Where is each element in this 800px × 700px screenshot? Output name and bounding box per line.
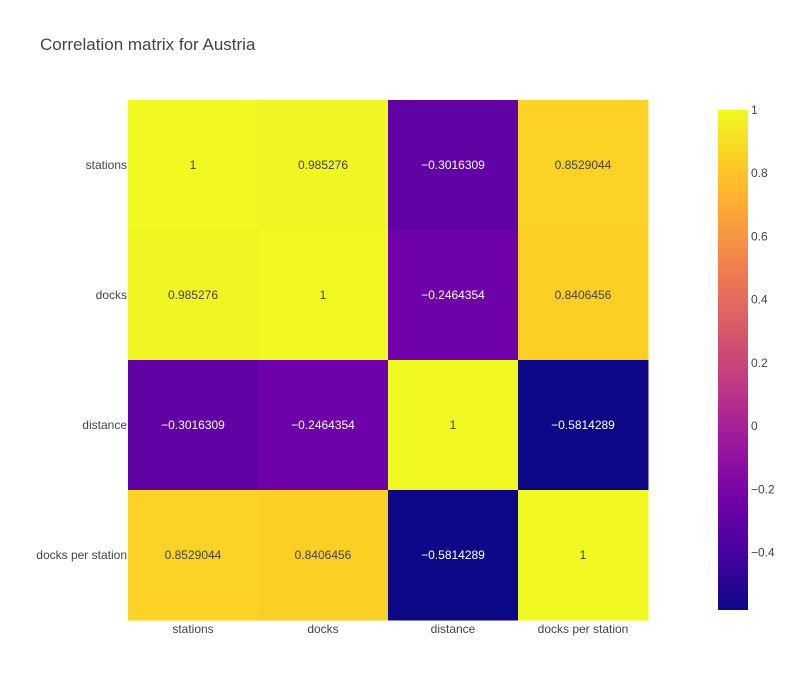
heatmap-cell-docks-stations <box>128 230 259 361</box>
colorbar-tick-label: 0.4 <box>751 293 768 307</box>
heatmap-cell-label: 0.8529044 <box>555 158 612 172</box>
heatmap-cell-stations-stations <box>128 100 259 231</box>
heatmap-cells <box>128 100 649 621</box>
heatmap-cell-stations-docks <box>258 100 389 231</box>
heatmap-cell-label: 0.985276 <box>168 288 218 302</box>
heatmap-cell-label: −0.2464354 <box>291 418 355 432</box>
heatmap-cell-label: 1 <box>190 158 197 172</box>
heatmap-cell-labels: 1 0.985276 −0.3016309 0.8529044 0.985276 1 −0.… <box>161 158 615 562</box>
heatmap-cell-docks-per-station-stations <box>128 490 259 621</box>
heatmap-cell-docks-per-station-docks-per-station <box>518 490 649 621</box>
heatmap-cell-label: −0.3016309 <box>421 158 485 172</box>
x-tick-label-docks: docks <box>307 622 338 636</box>
heatmap-cell-label: 0.8406456 <box>295 548 352 562</box>
heatmap-cell-distance-docks-per-station <box>518 360 649 491</box>
colorbar-tick-label: 0.2 <box>751 356 768 370</box>
x-tick-label-distance: distance <box>431 622 476 636</box>
x-axis: stations docks distance docks per station <box>172 622 628 636</box>
heatmap-cell-label: 1 <box>580 548 587 562</box>
heatmap-cell-distance-docks <box>258 360 389 491</box>
heatmap-cell-docks-docks <box>258 230 389 361</box>
heatmap-cell-label: −0.5814289 <box>551 418 615 432</box>
y-tick-label-docks: docks <box>96 288 127 302</box>
heatmap-cell-label: −0.5814289 <box>421 548 485 562</box>
heatmap-cell-distance-stations <box>128 360 259 491</box>
colorbar-tick-label: 0.6 <box>751 229 768 243</box>
heatmap-cell-label: 1 <box>450 418 457 432</box>
colorbar-tick-label: 0 <box>751 419 758 433</box>
y-tick-label-docks-per-station: docks per station <box>36 548 127 562</box>
colorbar-tick-label: −0.4 <box>751 546 775 560</box>
x-tick-label-docks-per-station: docks per station <box>538 622 629 636</box>
heatmap-cell-label: −0.2464354 <box>421 288 485 302</box>
colorbar-tick-label: 0.8 <box>751 166 768 180</box>
y-axis: stations docks distance docks per station <box>36 158 127 562</box>
x-tick-label-stations: stations <box>172 622 213 636</box>
colorbar-tick-label: 1 <box>751 103 758 117</box>
colorbar-tick-label: −0.2 <box>751 482 775 496</box>
heatmap-cell-label: 0.8529044 <box>165 548 222 562</box>
heatmap-cell-label: 1 <box>320 288 327 302</box>
heatmap-cell-docks-distance <box>388 230 519 361</box>
colorbar: 1 0.8 0.6 0.4 0.2 0 −0.2 −0.4 <box>718 103 775 610</box>
heatmap-cell-distance-distance <box>388 360 519 491</box>
colorbar-ticks: 1 0.8 0.6 0.4 0.2 0 −0.2 −0.4 <box>751 103 775 560</box>
chart-title: Correlation matrix for Austria <box>40 35 256 54</box>
colorbar-gradient <box>718 110 748 610</box>
heatmap-cell-docks-docks-per-station <box>518 230 649 361</box>
heatmap-cell-docks-per-station-docks <box>258 490 389 621</box>
heatmap-cell-docks-per-station-distance <box>388 490 519 621</box>
heatmap-cell-stations-distance <box>388 100 519 231</box>
heatmap-cell-stations-docks-per-station <box>518 100 649 231</box>
heatmap-cell-label: 0.985276 <box>298 158 348 172</box>
heatmap-cell-label: −0.3016309 <box>161 418 225 432</box>
heatmap-cell-label: 0.8406456 <box>555 288 612 302</box>
y-tick-label-stations: stations <box>86 158 127 172</box>
y-tick-label-distance: distance <box>82 418 127 432</box>
